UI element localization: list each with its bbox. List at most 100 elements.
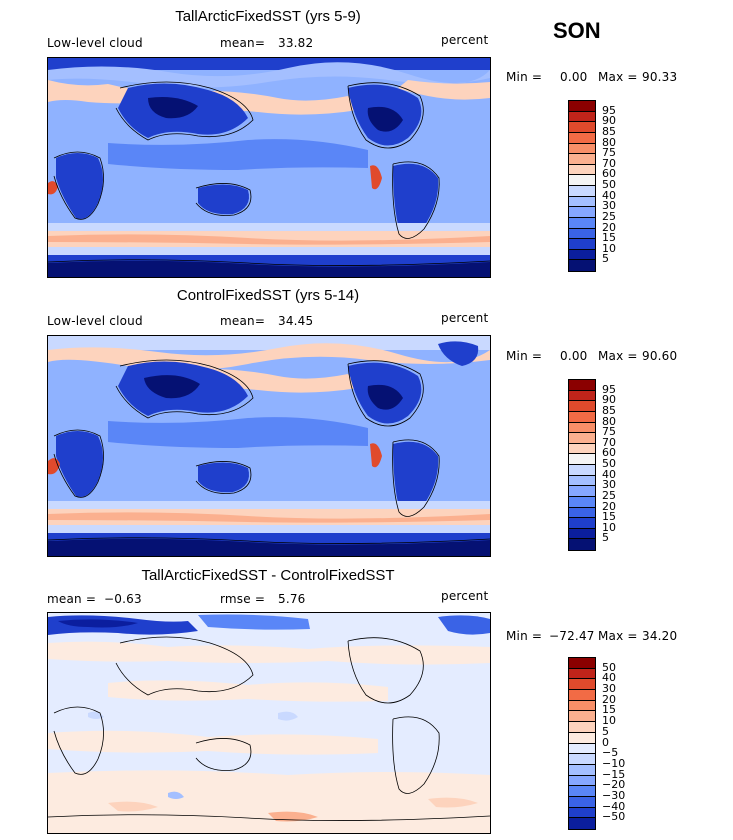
panel3-colorbar-labels: 50 40 30 20 15 10 5 0 −5 −10 −15 −20 −30 −40 −50 [602, 657, 642, 830]
colorbar-tick-label: 85 [602, 124, 616, 138]
colorbar-tick-label: 5 [602, 252, 609, 266]
colorbar-tick-label: 5 [602, 724, 609, 738]
colorbar-tick-label: 75 [602, 146, 616, 160]
colorbar-swatch [569, 132, 595, 144]
colorbar-tick-label: 40 [602, 467, 616, 481]
colorbar-swatch [569, 496, 595, 508]
colorbar-tick-label: 95 [602, 103, 616, 117]
colorbar-swatch [569, 217, 595, 229]
colorbar-tick-label: 20 [602, 692, 616, 706]
colorbar-tick-label: 60 [602, 446, 616, 460]
colorbar-tick-label: 30 [602, 682, 616, 696]
colorbar-swatch [569, 101, 595, 112]
colorbar-tick-label: 85 [602, 403, 616, 417]
colorbar-swatch [569, 443, 595, 455]
colorbar-tick-label: 20 [602, 499, 616, 513]
panel3-min-label: Min = [506, 629, 543, 643]
colorbar-swatch [569, 122, 595, 133]
colorbar-swatch [569, 518, 595, 529]
colorbar-tick-label: 50 [602, 457, 616, 470]
panel2-min-value: 0.00 [560, 349, 588, 363]
colorbar-swatch [569, 786, 595, 797]
colorbar-swatch [569, 175, 595, 186]
colorbar-tick-label: 90 [602, 114, 616, 128]
colorbar-tick-label: −15 [602, 767, 626, 781]
colorbar-swatch [569, 154, 595, 165]
colorbar-swatch [569, 401, 595, 412]
panel2-title: ControlFixedSST (yrs 5-14) [176, 287, 360, 304]
colorbar-swatch [569, 475, 595, 487]
colorbar-tick-label: 40 [602, 188, 616, 202]
panel1-colorbar-labels: 95 90 85 80 75 70 60 50 40 30 25 20 15 10 5 [602, 100, 642, 272]
colorbar-tick-label: 0 [602, 735, 609, 749]
colorbar-swatch [569, 754, 595, 765]
colorbar-tick-label: −40 [602, 799, 626, 813]
colorbar-tick-label: 25 [602, 488, 616, 502]
colorbar-tick-label: 20 [602, 220, 616, 234]
colorbar-tick-label: 50 [602, 178, 616, 191]
panel2-variable-label: Low-level cloud [47, 314, 143, 328]
colorbar-swatch [569, 411, 595, 423]
panel1-title: TallArcticFixedSST (yrs 5-9) [175, 8, 361, 25]
colorbar-tick-label: 30 [602, 199, 616, 213]
colorbar-swatch [569, 679, 595, 691]
colorbar-swatch [569, 380, 595, 391]
panel3-map [47, 612, 491, 834]
colorbar-tick-label: 5 [602, 531, 609, 545]
colorbar-swatch [569, 228, 595, 240]
colorbar-tick-label: 40 [602, 671, 616, 685]
colorbar-tick-label: 90 [602, 393, 616, 407]
season-label: SON [553, 18, 601, 43]
colorbar-swatch [569, 454, 595, 465]
colorbar-swatch [569, 722, 595, 733]
colorbar-swatch [569, 539, 595, 550]
panel3-rmse-label: rmse = [220, 592, 266, 606]
colorbar-swatch [569, 111, 595, 123]
colorbar-swatch [569, 486, 595, 497]
colorbar-swatch [569, 700, 595, 712]
panel2-max-label: Max = [598, 349, 638, 363]
colorbar-swatch [569, 249, 595, 261]
colorbar-tick-label: 50 [602, 660, 616, 674]
colorbar-tick-label: −20 [602, 778, 626, 792]
panel3-mean-label: mean = [47, 592, 97, 606]
panel1-colorbar [568, 100, 596, 272]
colorbar-swatch [569, 658, 595, 669]
colorbar-swatch [569, 668, 595, 680]
panel3-rmse-value: 5.76 [278, 592, 306, 606]
colorbar-tick-label: −30 [602, 788, 626, 802]
colorbar-tick-label: 70 [602, 435, 616, 449]
panel3-max-label: Max = [598, 629, 638, 643]
colorbar-tick-label: 95 [602, 382, 616, 396]
colorbar-swatch [569, 775, 595, 787]
colorbar-tick-label: 80 [602, 414, 616, 428]
colorbar-swatch [569, 164, 595, 176]
panel2-min-label: Min = [506, 349, 543, 363]
panel3-mean-value: −0.63 [104, 592, 142, 606]
colorbar-swatch [569, 196, 595, 208]
colorbar-tick-label: 15 [602, 703, 616, 717]
colorbar-swatch [569, 465, 595, 476]
panel1-units: percent [441, 33, 489, 47]
panel1-max-value: 90.33 [642, 70, 678, 84]
panel1-mean-label: mean= [220, 36, 266, 50]
panel3-colorbar [568, 657, 596, 830]
panel1-map-field [48, 58, 490, 277]
panel2-mean-value: 34.45 [278, 314, 314, 328]
colorbar-swatch [569, 764, 595, 776]
colorbar-tick-label: 80 [602, 135, 616, 149]
panel1-max-label: Max = [598, 70, 638, 84]
colorbar-swatch [569, 690, 595, 701]
colorbar-tick-label: 60 [602, 167, 616, 181]
panel1-min-label: Min = [506, 70, 543, 84]
colorbar-swatch [569, 743, 595, 755]
colorbar-swatch [569, 260, 595, 271]
colorbar-tick-label: −10 [602, 756, 626, 770]
colorbar-swatch [569, 433, 595, 444]
panel3-title: TallArcticFixedSST - ControlFixedSST [141, 567, 395, 584]
panel1-variable-label: Low-level cloud [47, 36, 143, 50]
colorbar-tick-label: −50 [602, 810, 626, 824]
panel1-mean-value: 33.82 [278, 36, 314, 50]
colorbar-tick-label: 15 [602, 510, 616, 524]
panel3-map-field [48, 613, 490, 833]
